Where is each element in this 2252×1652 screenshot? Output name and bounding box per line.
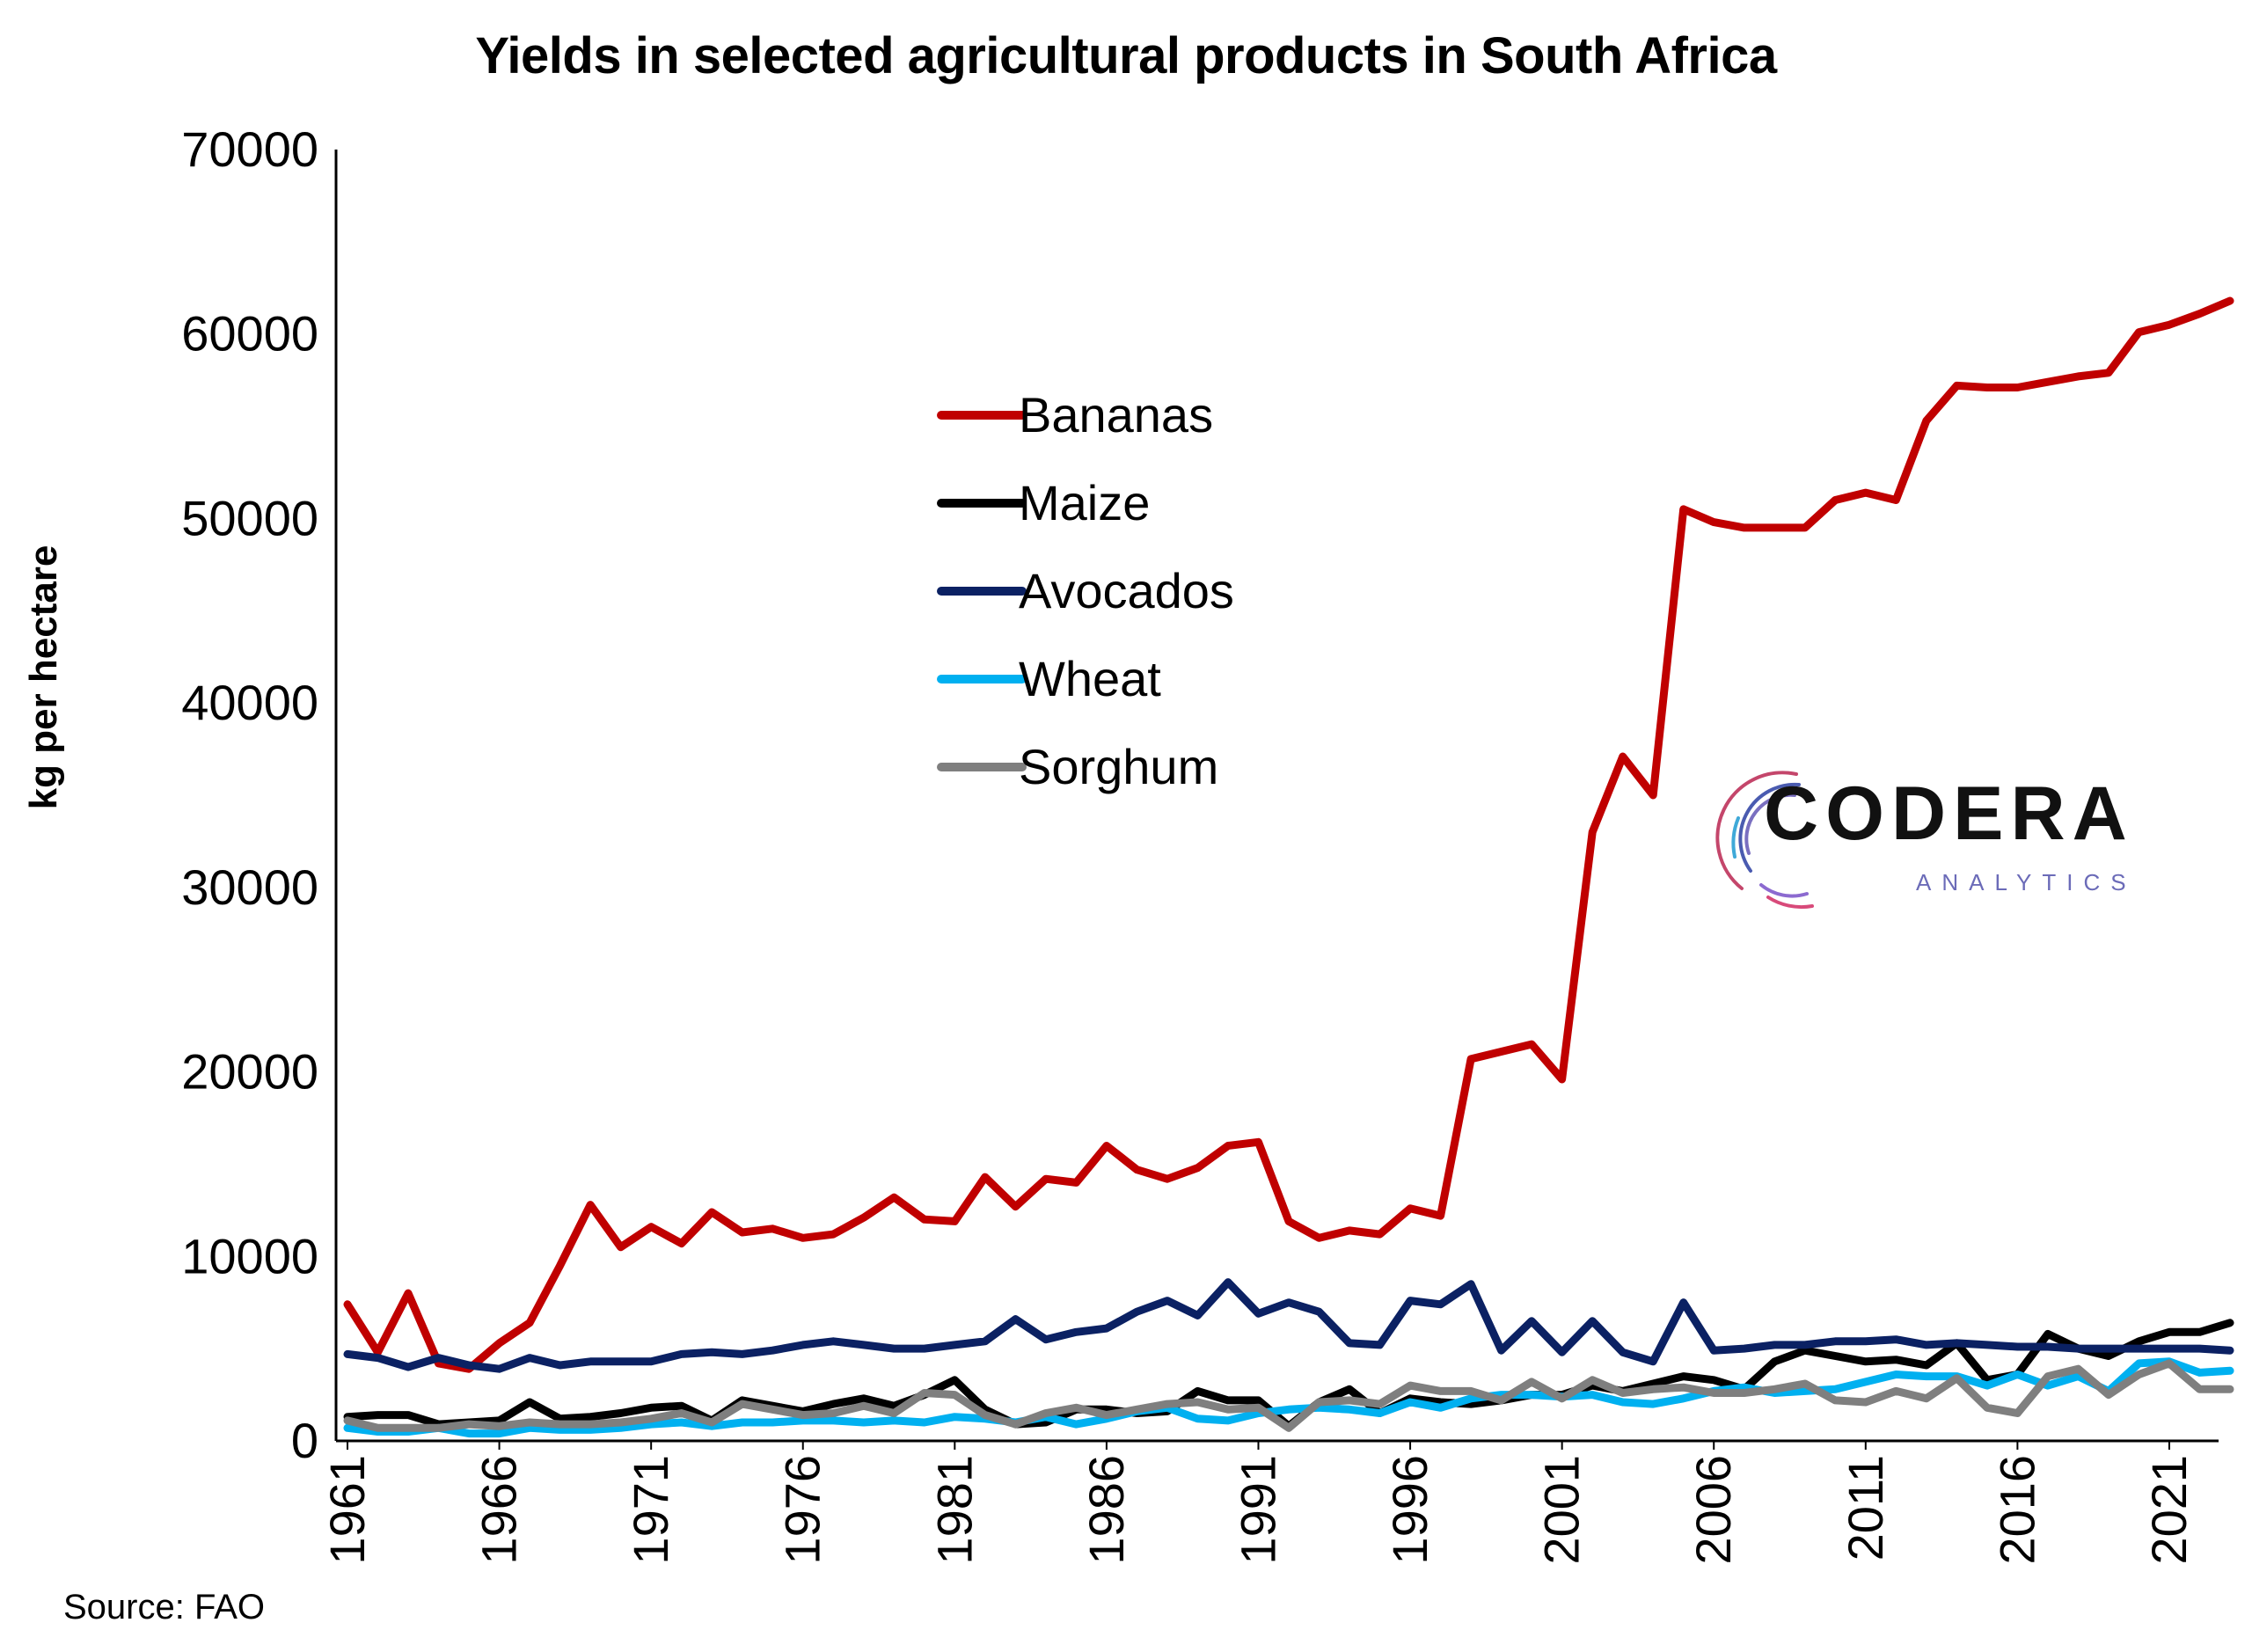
x-tick-label: 2001	[1534, 1455, 1590, 1565]
x-tick-label: 1961	[319, 1455, 375, 1565]
axes	[334, 150, 2219, 1450]
x-tick-label: 1991	[1230, 1455, 1285, 1565]
x-tick-label: 1971	[623, 1455, 678, 1565]
codera-logo: CODERA ANALYTICS	[1715, 765, 2146, 915]
x-tick-labels: 1961 1966 1971 1976 1981 1986 1991 1996 2001 2006…	[319, 1455, 2197, 1565]
series-line-bananas	[343, 296, 2234, 1373]
legend-label: Bananas	[1019, 387, 1213, 442]
x-tick-label: 2011	[1838, 1455, 1893, 1561]
source-note: Source: FAO	[63, 1588, 265, 1626]
y-tick-label: 0	[291, 1413, 318, 1468]
x-tick-label: 2006	[1685, 1455, 1741, 1565]
series-line-sorghum	[343, 1359, 2234, 1432]
legend-label: Sorghum	[1019, 739, 1218, 794]
x-tick-label: 1981	[926, 1455, 982, 1565]
y-tick-label: 50000	[181, 490, 318, 545]
y-tick-label: 20000	[181, 1044, 318, 1100]
y-tick-label: 70000	[181, 121, 318, 177]
y-tick-label: 30000	[181, 859, 318, 915]
legend-label: Wheat	[1019, 651, 1161, 706]
series-line-avocados	[343, 1278, 2234, 1373]
x-tick-label: 1976	[775, 1455, 830, 1565]
x-tick-label: 1966	[472, 1455, 527, 1565]
x-tick-label: 2016	[1989, 1455, 2044, 1565]
x-tick-label: 1986	[1078, 1455, 1134, 1565]
y-tick-label: 10000	[181, 1228, 318, 1283]
legend-label: Avocados	[1019, 563, 1234, 618]
y-tick-labels: 0 10000 20000 30000 40000 50000 60000 70000	[181, 121, 318, 1468]
y-tick-label: 60000	[181, 306, 318, 362]
x-tick-label: 1996	[1382, 1455, 1437, 1565]
logo-wordmark: CODERA	[1764, 771, 2134, 856]
legend: Bananas Maize Avocados Wheat Sorghum	[937, 387, 1234, 794]
series-line-wheat	[343, 1357, 2234, 1438]
legend-label: Maize	[1019, 475, 1150, 530]
chart-title: Yields in selected agricultural products…	[475, 27, 1777, 84]
y-tick-label: 40000	[181, 675, 318, 730]
logo-tagline: ANALYTICS	[1916, 869, 2137, 895]
series-lines	[343, 296, 2234, 1438]
logo-mark-icon	[1715, 771, 1814, 910]
x-tick-label: 2021	[2141, 1455, 2197, 1565]
